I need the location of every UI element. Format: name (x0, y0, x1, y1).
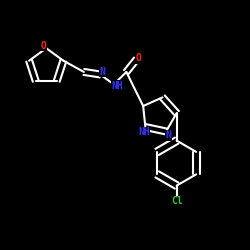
Text: N: N (166, 130, 172, 140)
Text: O: O (41, 41, 47, 51)
Text: N: N (100, 67, 105, 77)
Text: NH: NH (112, 81, 124, 91)
Text: O: O (136, 53, 142, 63)
Text: NH: NH (138, 127, 150, 137)
Text: Cl: Cl (171, 196, 182, 206)
